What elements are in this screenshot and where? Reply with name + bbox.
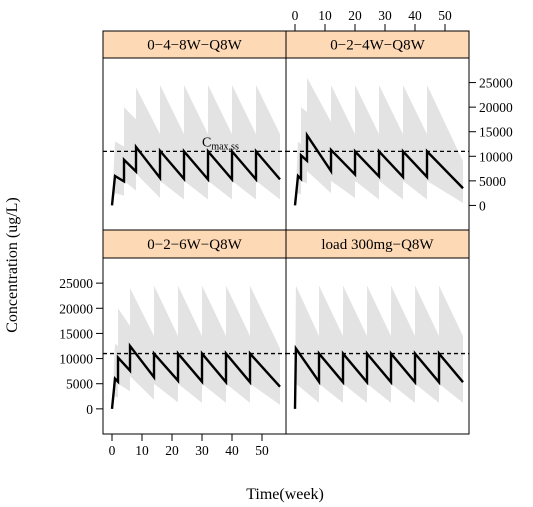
y-tick-label: 15000	[479, 125, 513, 140]
axes-layer: 0 10 20 30 40 50 0 10 20 30 40 50 0 5000 10000 15000 200…	[59, 8, 513, 458]
x-tick-label: 30	[195, 443, 209, 458]
median-concentration-line	[110, 143, 281, 206]
x-tick-label: 20	[165, 443, 179, 458]
x-tick-label: 30	[378, 8, 392, 23]
prediction-interval-band	[112, 85, 280, 206]
panel-title: 0−2−6W−Q8W	[147, 237, 242, 253]
median-concentration-line	[110, 342, 281, 409]
x-tick-label: 40	[408, 8, 422, 23]
panel-4: load 300mg−Q8W	[285, 229, 470, 435]
y-tick-label: 5000	[479, 174, 506, 189]
x-tick-label: 50	[438, 8, 452, 23]
x-tick-label: 0	[292, 8, 299, 23]
y-tick-label: 0	[86, 402, 93, 417]
prediction-interval-band	[295, 77, 463, 206]
panel-3: 0−2−6W−Q8W	[102, 229, 287, 435]
y-tick-label: 10000	[59, 352, 93, 367]
panel-2: 0−2−4W−Q8W	[285, 30, 470, 231]
prediction-interval-band	[295, 285, 463, 409]
y-tick-label: 10000	[479, 149, 513, 164]
prediction-interval-band	[112, 285, 280, 409]
y-tick-label: 5000	[66, 377, 93, 392]
median-concentration-line	[293, 131, 464, 206]
x-tick-label: 40	[225, 443, 239, 458]
panel-strip	[286, 230, 469, 258]
panel-title: load 300mg−Q8W	[321, 237, 434, 253]
panel-border	[285, 229, 470, 435]
x-tick-label: 20	[348, 8, 362, 23]
y-tick-label: 0	[479, 198, 486, 213]
y-tick-label: 15000	[59, 326, 93, 341]
y-tick-label: 20000	[479, 100, 513, 115]
panel-strip	[103, 230, 286, 258]
x-tick-label: 0	[109, 443, 116, 458]
median-concentration-line	[293, 344, 464, 409]
x-tick-label: 50	[255, 443, 269, 458]
y-tick-label: 20000	[59, 301, 93, 316]
x-axis-title: Time(week)	[246, 486, 324, 503]
y-axis-title: Concentration (ug/L)	[4, 197, 21, 333]
y-tick-label: 25000	[59, 276, 93, 291]
panel-strip	[103, 31, 286, 58]
x-tick-label: 10	[318, 8, 332, 23]
x-tick-label: 10	[135, 443, 149, 458]
panel-strip	[286, 31, 469, 58]
panel-title: 0−2−4W−Q8W	[330, 38, 425, 54]
panel-title: 0−4−8W−Q8W	[147, 38, 242, 54]
y-tick-label: 25000	[479, 76, 513, 91]
